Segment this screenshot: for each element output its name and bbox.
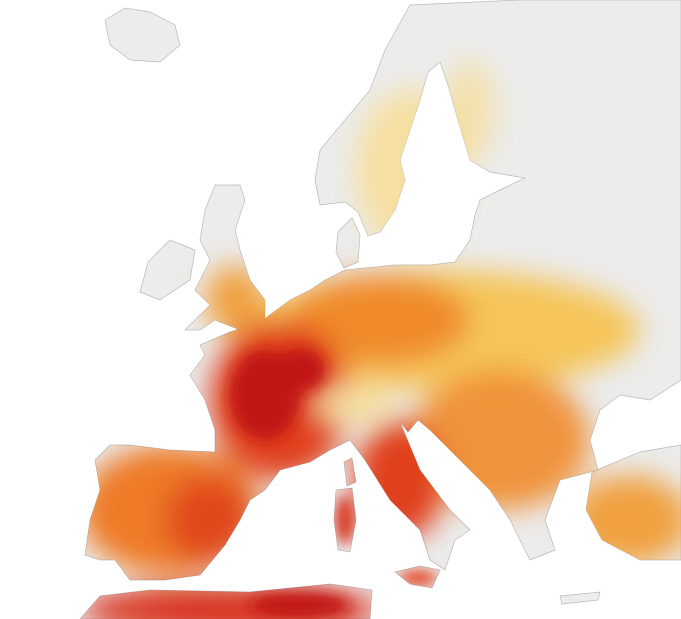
heat-africa-core: [250, 593, 350, 617]
crete: [559, 591, 601, 605]
heat-germany: [290, 275, 470, 365]
heat-balkans: [410, 370, 590, 510]
ireland: [139, 239, 196, 301]
heat-sicily: [398, 570, 438, 586]
heat-finland: [445, 60, 495, 160]
heat-sardinia: [335, 495, 355, 545]
denmark: [335, 217, 361, 269]
heat-turkey: [570, 475, 681, 565]
heat-alps: [315, 387, 395, 423]
heat-scandinavia: [355, 90, 465, 250]
heat-britain: [205, 265, 265, 335]
heat-italy: [355, 420, 445, 540]
corsica: [343, 457, 357, 487]
heat-spain-east: [165, 475, 255, 565]
heat-paris-basin: [275, 348, 325, 392]
iceland: [104, 7, 181, 63]
